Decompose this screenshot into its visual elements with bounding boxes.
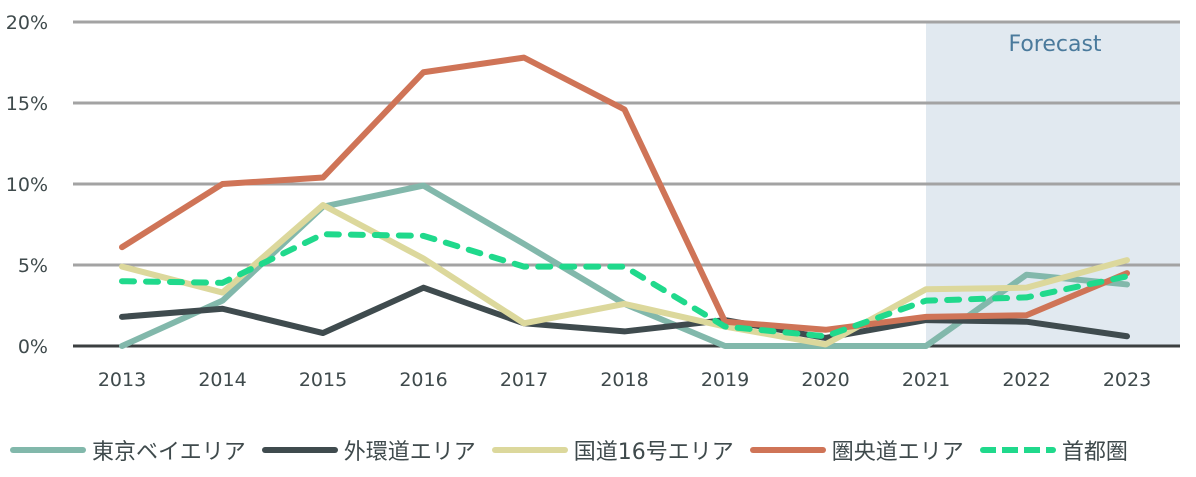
line-chart: Forecast 0% 5% 10% 15% 20% 2013 2014 2015 2016 2… (6, 12, 1180, 391)
y-tick-label: 10% (6, 174, 48, 196)
y-tick-label: 20% (6, 12, 48, 34)
legend-swatch (261, 447, 338, 453)
legend-item: 東京ベイエリア (0, 434, 246, 466)
legend-swatch (749, 447, 826, 453)
x-tick-label: 2020 (801, 369, 849, 391)
legend-item: 首都圏 (970, 434, 1128, 466)
legend-label: 圏央道エリア (831, 440, 964, 465)
x-tick-label: 2016 (399, 369, 447, 391)
legend-swatch (491, 447, 568, 453)
y-tick-label: 15% (6, 93, 48, 115)
x-tick-label: 2014 (198, 369, 246, 391)
legend-label: 国道16号エリア (573, 440, 734, 465)
x-tick-label: 2022 (1002, 369, 1050, 391)
legend-label: 外環道エリア (343, 440, 476, 465)
legend-item: 外環道エリア (252, 434, 476, 466)
legend-item: 国道16号エリア (482, 434, 734, 466)
x-tick-label: 2017 (500, 369, 548, 391)
x-tick-label: 2023 (1103, 369, 1151, 391)
x-tick-label: 2019 (701, 369, 749, 391)
x-tick-label: 2013 (98, 369, 146, 391)
y-tick-label: 0% (18, 336, 48, 358)
x-tick-label: 2018 (600, 369, 648, 391)
forecast-label: Forecast (1008, 32, 1101, 57)
legend-label: 首都圏 (1061, 440, 1128, 465)
legend-label: 東京ベイエリア (92, 440, 246, 465)
y-tick-label: 5% (18, 255, 48, 277)
legend-swatch (10, 447, 86, 453)
x-tick-label: 2015 (299, 369, 347, 391)
chart-legend: 東京ベイエリア 外環道エリア 国道16号エリア 圏央道エリア 首都圏 (0, 432, 1196, 468)
x-tick-label: 2021 (902, 369, 950, 391)
legend-swatch (979, 447, 1056, 453)
legend-item: 圏央道エリア (740, 434, 964, 466)
